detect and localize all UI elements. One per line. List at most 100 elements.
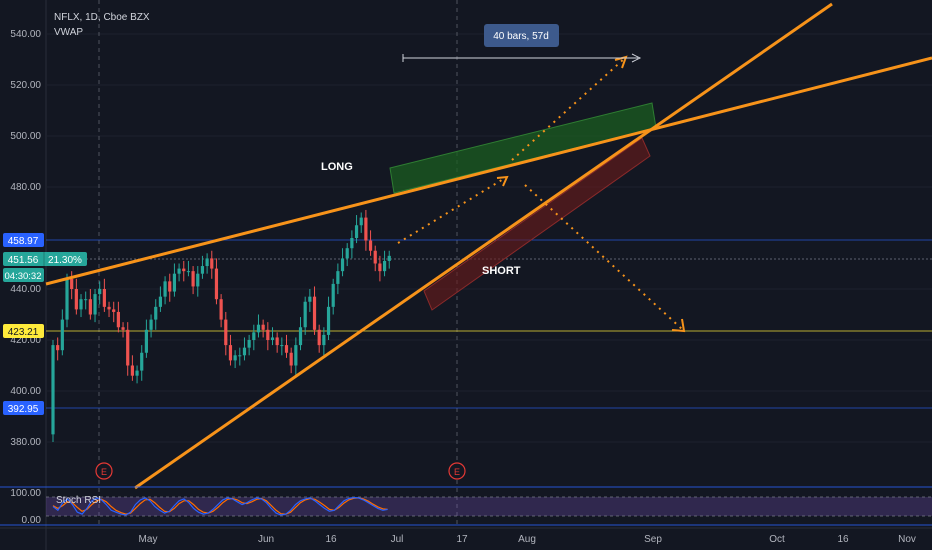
candle-body [79, 299, 83, 310]
long-arrowhead-1 [496, 175, 509, 187]
stoch-rsi-lines [52, 496, 388, 516]
candle-body [312, 296, 317, 330]
candle-body [214, 268, 219, 300]
y-tick-label: 520.00 [10, 80, 41, 91]
candle-body [280, 345, 284, 347]
candle-body [200, 266, 205, 274]
candle-body [186, 271, 191, 273]
candle-body [126, 329, 130, 366]
indicator-vwap-label[interactable]: VWAP [54, 27, 83, 38]
price-tag-451-box [3, 252, 87, 266]
x-tick-label: Jun [258, 534, 274, 545]
candle-body [368, 240, 373, 251]
short-label: SHORT [482, 265, 521, 277]
stoch-k-line [52, 496, 388, 516]
lower-trendline[interactable] [134, 2, 833, 490]
upper-trendline[interactable] [45, 56, 932, 286]
price-tag-451-text: 451.56 [8, 255, 39, 266]
candle-body [247, 340, 251, 348]
candle-body [112, 309, 116, 312]
stoch-rsi-label[interactable]: Stoch RSI [56, 495, 101, 506]
earnings-marker-circle [448, 462, 466, 480]
candle-body [317, 329, 321, 346]
price-tag-458[interactable]: 458.97 [3, 233, 44, 247]
symbol-header[interactable]: NFLX, 1D, Cboe BZX [54, 12, 150, 23]
candle-body [135, 370, 139, 376]
x-tick-label: May [139, 534, 158, 545]
candle-body [298, 327, 303, 346]
x-tick-label: Aug [518, 534, 536, 545]
x-tick-label: Nov [898, 534, 916, 545]
candle-body [144, 329, 148, 353]
short-arrowhead [671, 318, 686, 333]
candle-body [336, 271, 340, 284]
price-tag-423-text: 423.21 [8, 327, 39, 338]
price-tag-423[interactable]: 423.21 [3, 324, 44, 338]
candle-body [74, 289, 78, 310]
candle-body [331, 283, 335, 307]
candle-body [275, 337, 279, 346]
x-tick-label: Oct [769, 534, 785, 545]
earnings-marker-text: E [454, 467, 460, 477]
candle-body [224, 319, 228, 346]
candle-body [303, 301, 307, 328]
candle-body [322, 334, 326, 346]
long-arrowhead-2 [614, 55, 628, 69]
earnings-marker-1[interactable]: E [95, 462, 113, 480]
candle-body [228, 345, 233, 361]
candle-body [266, 329, 270, 340]
earnings-marker-2[interactable]: E [448, 462, 466, 480]
candle-body [177, 268, 181, 274]
candle-body [88, 299, 92, 315]
candle-body [238, 355, 242, 357]
candle-body [233, 355, 237, 361]
projection-arrows [397, 55, 686, 333]
price-tag-392-text: 392.95 [8, 404, 39, 415]
stoch-axis-tick: 0.00 [22, 515, 42, 526]
candle-body [163, 281, 167, 297]
candle-body [65, 278, 69, 320]
range-box[interactable] [484, 24, 559, 47]
candlestick-series [51, 209, 391, 442]
x-tick-label: Jul [391, 534, 404, 545]
candle-body [107, 306, 111, 310]
short-zone[interactable] [423, 137, 651, 311]
countdown-tag-text: 04:30:32 [5, 271, 42, 282]
candle-body [130, 365, 134, 376]
x-tick-label: 17 [456, 534, 468, 545]
candle-body [326, 306, 331, 335]
price-tag-392[interactable]: 392.95 [3, 401, 44, 415]
candle-body [289, 352, 293, 366]
candle-body [93, 294, 97, 315]
candle-body [256, 324, 261, 333]
candle-body [205, 258, 209, 267]
candle-body [219, 299, 223, 320]
candle-body [382, 260, 387, 272]
candle-body [294, 345, 298, 366]
price-tag-percent-text: 21.30% [48, 255, 82, 266]
candle-body [373, 250, 377, 264]
stoch-axis-tick: 100.00 [10, 488, 41, 499]
candle-body [98, 289, 102, 295]
candle-body [172, 273, 177, 292]
candle-body [284, 345, 289, 353]
candle-body [252, 332, 256, 340]
countdown-tag-box [3, 268, 44, 282]
candle-body [140, 352, 144, 371]
long-extension-arrow [511, 57, 626, 161]
x-tick-label: 16 [325, 534, 337, 545]
short-path-arrow [524, 184, 684, 331]
price-tag-423-box [3, 324, 44, 338]
candle-body [350, 238, 354, 249]
candle-body [261, 324, 265, 330]
price-tag-458-box [3, 233, 44, 247]
range-box-text: 40 bars, 57d [493, 31, 549, 42]
candle-body [242, 347, 247, 356]
price-tag-451[interactable]: 451.56 21.30% [3, 252, 87, 266]
candle-body [60, 319, 64, 351]
candle-body [387, 255, 391, 261]
stoch-d-line [52, 497, 388, 515]
y-tick-label: 400.00 [10, 386, 41, 397]
y-tick-label: 380.00 [10, 437, 41, 448]
